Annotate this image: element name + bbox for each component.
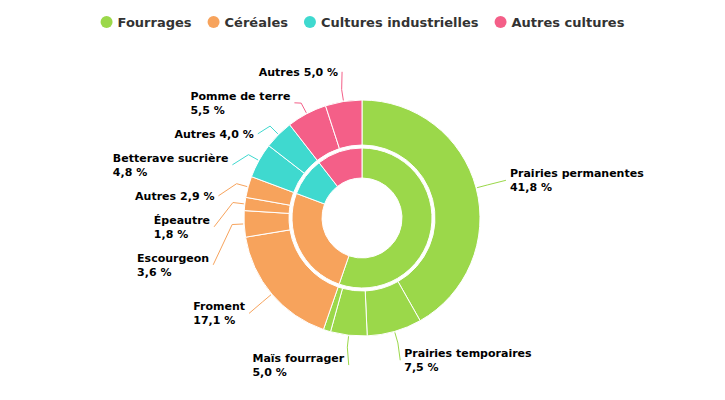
data-labels: Prairies permanentes41,8 % Prairies tempo…	[113, 66, 644, 379]
legend-label: Fourrages	[118, 15, 192, 30]
label-value: 3,6 %	[137, 266, 171, 279]
outer-slice	[365, 282, 420, 336]
data-label: Froment17,1 %	[193, 300, 245, 327]
label-value: 5,0 %	[304, 66, 338, 79]
legend-label: Céréales	[225, 15, 289, 30]
legend-symbol	[101, 16, 113, 28]
data-label: Épeautre1,8 %	[154, 214, 210, 241]
label-value: 5,5 %	[190, 104, 224, 117]
label-value: 17,1 %	[193, 314, 235, 327]
label-name: Froment	[193, 300, 245, 313]
leader-line	[347, 336, 348, 365]
legend-label: Cultures industrielles	[321, 15, 479, 30]
outer-slice	[326, 100, 362, 149]
label-name: Autres	[174, 128, 215, 141]
legend-label: Autres cultures	[512, 15, 625, 30]
pie	[244, 100, 480, 336]
data-label: Prairies permanentes41,8 %	[510, 167, 644, 194]
label-value: 5,0 %	[252, 366, 286, 379]
label-name: Prairies temporaires	[404, 347, 532, 360]
legend-item: Autres cultures	[495, 15, 625, 30]
legend-symbol	[495, 16, 507, 28]
legend-item: Céréales	[208, 15, 289, 30]
label-name: Pomme de terre	[190, 90, 290, 103]
leader-line	[249, 295, 271, 314]
leader-line	[218, 184, 247, 196]
label-name: Betterave sucrière	[113, 152, 229, 165]
label-name: Autres	[259, 66, 300, 79]
label-value: 7,5 %	[404, 361, 438, 374]
legend-symbol	[208, 16, 220, 28]
label-name: Maïs fourrager	[252, 352, 344, 365]
leader-line	[258, 126, 278, 134]
data-label: Maïs fourrager5,0 %	[252, 352, 344, 379]
label-name: Autres	[135, 190, 176, 203]
leader-line	[342, 72, 344, 101]
leader-line	[294, 103, 306, 113]
leader-line	[213, 224, 243, 265]
data-label: Betterave sucrière4,8 %	[113, 152, 229, 179]
legend-item: Cultures industrielles	[304, 15, 479, 30]
legend: Fourrages Céréales Cultures industrielles A…	[101, 15, 625, 30]
label-value: 2,9 %	[180, 190, 214, 203]
label-name: Épeautre	[154, 214, 210, 227]
leader-line	[232, 155, 258, 165]
data-label: Autres 2,9 %	[135, 190, 214, 203]
data-label: Pomme de terre5,5 %	[190, 90, 290, 117]
data-label: Autres 5,0 %	[259, 66, 338, 79]
outer-slice	[246, 230, 339, 330]
leader-line	[395, 332, 400, 360]
label-value: 4,8 %	[113, 166, 147, 179]
outer-slice	[362, 100, 480, 321]
chart: Prairies permanentes41,8 % Prairies tempo…	[0, 0, 725, 400]
legend-item: Fourrages	[101, 15, 192, 30]
label-value: 41,8 %	[510, 181, 552, 194]
legend-symbol	[304, 16, 316, 28]
outer-slice	[244, 211, 290, 238]
label-name: Escourgeon	[137, 252, 209, 265]
leader-line	[477, 180, 506, 187]
label-name: Prairies permanentes	[510, 167, 644, 180]
data-label: Prairies temporaires7,5 %	[404, 347, 532, 374]
leader-line	[214, 203, 244, 227]
data-label: Autres 4,0 %	[174, 128, 253, 141]
data-label: Escourgeon3,6 %	[137, 252, 209, 279]
label-value: 4,0 %	[219, 128, 253, 141]
label-value: 1,8 %	[154, 228, 188, 241]
